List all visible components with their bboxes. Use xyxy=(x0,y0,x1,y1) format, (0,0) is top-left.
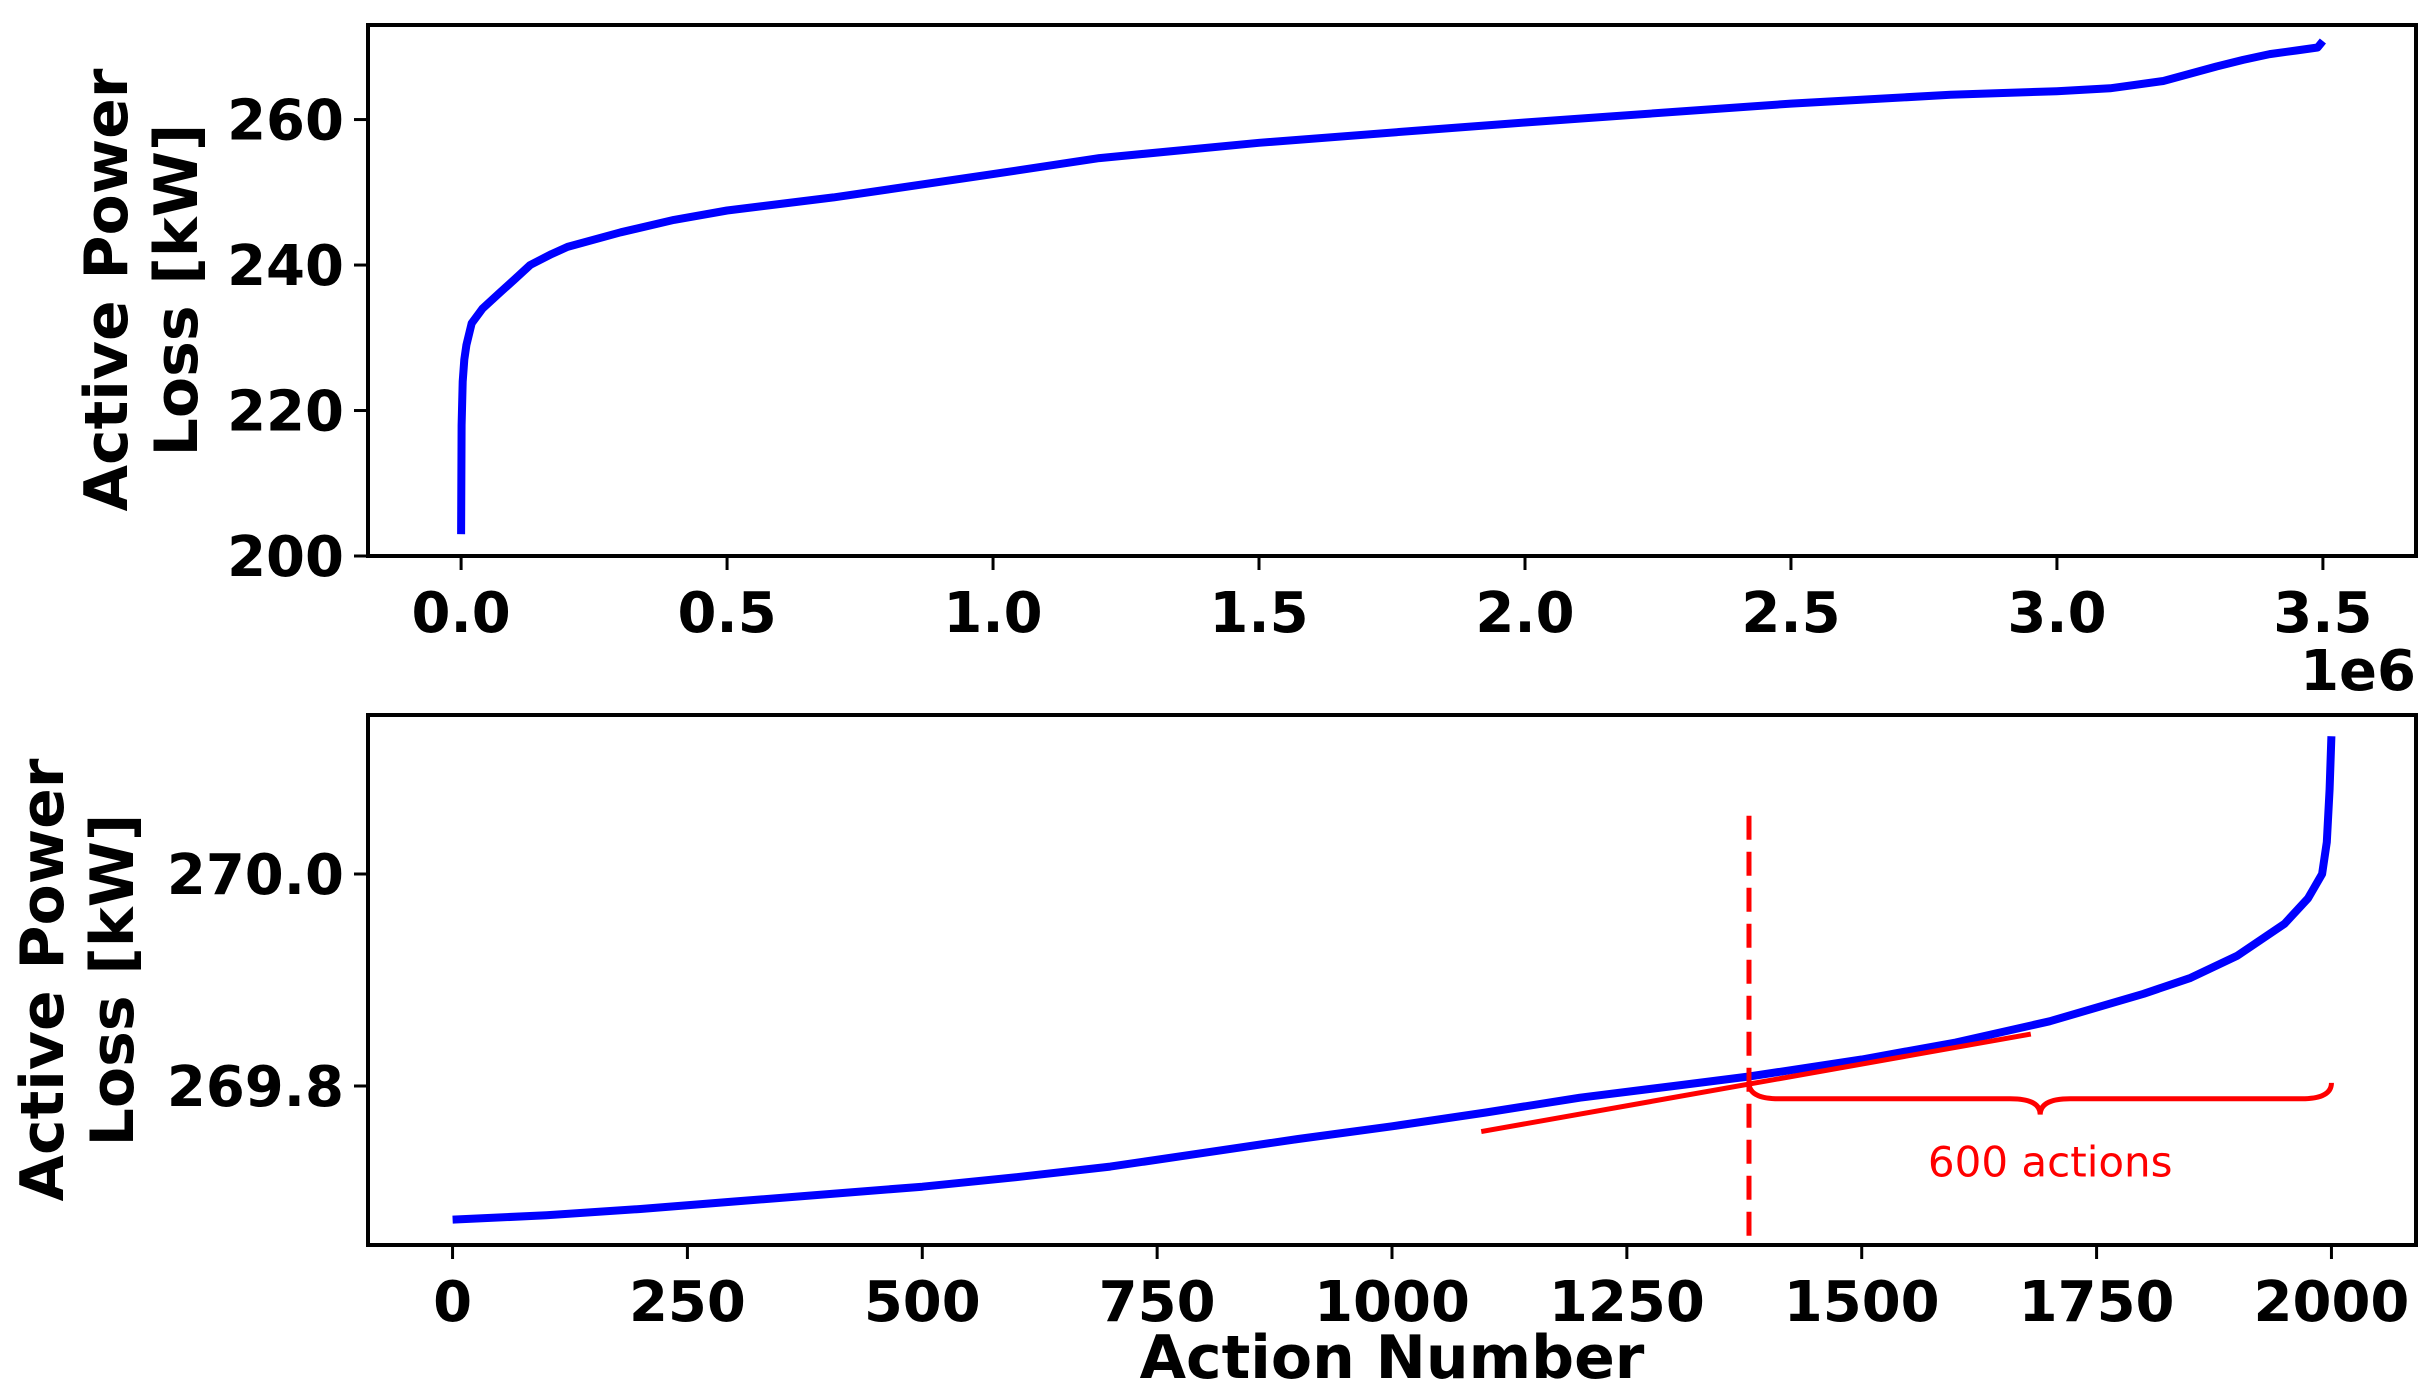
bottom-xtick-label: 1500 xyxy=(1784,1270,1940,1335)
bottom-xtick-label: 0 xyxy=(433,1270,472,1335)
top-xtick-label: 2.5 xyxy=(1741,581,1840,646)
brace-label: 600 actions xyxy=(1928,1138,2173,1187)
bottom-ylabel-line2: Loss [kW] xyxy=(78,814,148,1147)
top-ylabel-line1: Active Power xyxy=(72,68,142,511)
top-offset-label: 1e6 xyxy=(2300,639,2416,704)
bottom-xtick-label: 1750 xyxy=(2019,1270,2175,1335)
top-xtick-label: 1.0 xyxy=(943,581,1042,646)
top-ytick-label: 260 xyxy=(227,89,344,154)
bottom-ytick-label: 270.0 xyxy=(167,843,344,908)
top-plot-frame xyxy=(366,23,2418,558)
top-xtick-label: 0.5 xyxy=(677,581,776,646)
span-brace xyxy=(1746,1082,2334,1115)
bottom-chart: 0 250 500 750 1000 1250 1500 1750 2000 269.8 270.0… xyxy=(8,713,2418,1393)
top-ylabel-line2: Loss [kW] xyxy=(142,124,212,457)
top-xtick-label: 0.0 xyxy=(411,581,510,646)
tangent-line xyxy=(1480,1031,2032,1135)
bottom-xtick-label: 1250 xyxy=(1549,1270,1705,1335)
top-xtick-label: 3.5 xyxy=(2273,581,2372,646)
top-xtick-label: 3.0 xyxy=(2007,581,2106,646)
bottom-series-line xyxy=(452,736,2336,1224)
top-xtick-label: 2.0 xyxy=(1475,581,1574,646)
bottom-xtick-label: 250 xyxy=(629,1270,746,1335)
bottom-xtick-label: 750 xyxy=(1099,1270,1216,1335)
top-series-line xyxy=(457,38,2327,535)
top-series-layer xyxy=(457,38,2327,535)
bottom-plot-frame xyxy=(366,713,2418,1247)
top-ytick-label: 240 xyxy=(227,234,344,299)
top-chart: 0.0 0.5 1.0 1.5 2.0 2.5 3.0 3.5 200 220 240 260 1e6… xyxy=(72,23,2418,704)
bottom-axis-ticks: 0 250 500 750 1000 1250 1500 1750 2000 269.8 270.0 xyxy=(167,843,2410,1335)
bottom-ytick-label: 269.8 xyxy=(167,1055,344,1120)
top-ytick-label: 200 xyxy=(227,525,344,590)
bottom-annotations: 600 actions xyxy=(1480,815,2334,1245)
top-ytick-label: 220 xyxy=(227,380,344,445)
bottom-series-layer xyxy=(452,736,2336,1224)
top-xtick-label: 1.5 xyxy=(1209,581,1308,646)
bottom-xtick-label: 2000 xyxy=(2254,1270,2410,1335)
bottom-xlabel: Action Number xyxy=(1140,1323,1645,1393)
bottom-xtick-label: 500 xyxy=(864,1270,981,1335)
bottom-ylabel-line1: Active Power xyxy=(8,758,78,1201)
bottom-xtick-label: 1000 xyxy=(1314,1270,1470,1335)
top-axis-ticks: 0.0 0.5 1.0 1.5 2.0 2.5 3.0 3.5 200 220 240 260 xyxy=(227,89,2372,646)
